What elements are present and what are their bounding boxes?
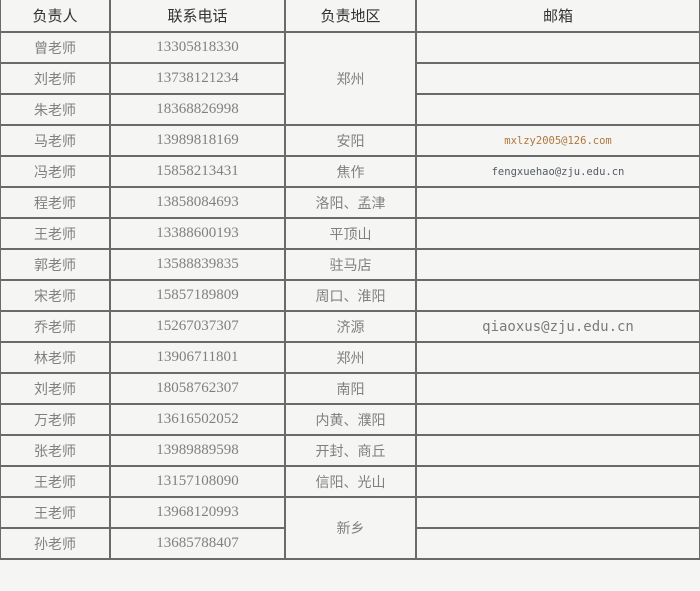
name-cell: 程老师 — [0, 186, 111, 219]
name-cell: 万老师 — [0, 403, 111, 436]
table-row: 万老师 13616502052 内黄、濮阳 — [0, 403, 700, 436]
name-cell: 孙老师 — [0, 527, 111, 560]
table-row: 马老师 13989818169 安阳 mxlzy2005@126.com — [0, 124, 700, 157]
email-cell: mxlzy2005@126.com — [415, 124, 700, 157]
name-cell: 朱老师 — [0, 93, 111, 126]
email-cell — [415, 93, 700, 126]
phone-cell: 13989818169 — [109, 124, 286, 157]
region-cell: 郑州 — [284, 31, 417, 126]
phone-cell: 13685788407 — [109, 527, 286, 560]
email-cell — [415, 465, 700, 498]
email-cell — [415, 186, 700, 219]
email-cell: qiaoxus@zju.edu.cn — [415, 310, 700, 343]
phone-cell: 13989889598 — [109, 434, 286, 467]
region-cell: 新乡 — [284, 496, 417, 560]
name-cell: 张老师 — [0, 434, 111, 467]
phone-cell: 15857189809 — [109, 279, 286, 312]
table-row: 张老师 13989889598 开封、商丘 — [0, 434, 700, 467]
table-row: 林老师 13906711801 郑州 — [0, 341, 700, 374]
contacts-table: 负责人 联系电话 负责地区 邮箱 曾老师 13305818330 郑州 刘老师 1373… — [0, 0, 700, 560]
email-cell — [415, 527, 700, 560]
header-phone: 联系电话 — [109, 0, 286, 33]
region-cell: 安阳 — [284, 124, 417, 157]
region-cell: 信阳、光山 — [284, 465, 417, 498]
name-cell: 王老师 — [0, 496, 111, 529]
phone-cell: 13388600193 — [109, 217, 286, 250]
header-row: 负责人 联系电话 负责地区 邮箱 — [0, 0, 700, 33]
email-cell — [415, 372, 700, 405]
region-cell: 驻马店 — [284, 248, 417, 281]
name-cell: 刘老师 — [0, 372, 111, 405]
phone-cell: 13305818330 — [109, 31, 286, 64]
table-row: 冯老师 15858213431 焦作 fengxuehao@zju.edu.cn — [0, 155, 700, 188]
name-cell: 林老师 — [0, 341, 111, 374]
table-row: 王老师 13388600193 平顶山 — [0, 217, 700, 250]
phone-cell: 13588839835 — [109, 248, 286, 281]
name-cell: 王老师 — [0, 217, 111, 250]
phone-cell: 13906711801 — [109, 341, 286, 374]
table-row: 王老师 13968120993 新乡 — [0, 496, 700, 560]
region-cell: 南阳 — [284, 372, 417, 405]
table-row: 王老师 13157108090 信阳、光山 — [0, 465, 700, 498]
table-row: 刘老师 13738121234 — [0, 62, 700, 95]
region-cell: 洛阳、孟津 — [284, 186, 417, 219]
region-cell: 开封、商丘 — [284, 434, 417, 467]
header-region: 负责地区 — [284, 0, 417, 33]
phone-cell: 13616502052 — [109, 403, 286, 436]
email-cell — [415, 403, 700, 436]
email-cell — [415, 341, 700, 374]
name-cell: 冯老师 — [0, 155, 111, 188]
email-cell — [415, 434, 700, 467]
name-cell: 刘老师 — [0, 62, 111, 95]
phone-cell: 18368826998 — [109, 93, 286, 126]
table-row: 宋老师 15857189809 周口、淮阳 — [0, 279, 700, 312]
phone-cell: 13738121234 — [109, 62, 286, 95]
phone-cell: 15267037307 — [109, 310, 286, 343]
table-row: 乔老师 15267037307 济源 qiaoxus@zju.edu.cn — [0, 310, 700, 343]
name-cell: 乔老师 — [0, 310, 111, 343]
table-row: 曾老师 13305818330 郑州 — [0, 31, 700, 126]
table-row: 郭老师 13588839835 驻马店 — [0, 248, 700, 281]
phone-cell: 13858084693 — [109, 186, 286, 219]
email-cell: fengxuehao@zju.edu.cn — [415, 155, 700, 188]
table-row: 刘老师 18058762307 南阳 — [0, 372, 700, 405]
name-cell: 宋老师 — [0, 279, 111, 312]
email-cell — [415, 248, 700, 281]
table-row: 程老师 13858084693 洛阳、孟津 — [0, 186, 700, 219]
header-email: 邮箱 — [415, 0, 700, 33]
phone-cell: 15858213431 — [109, 155, 286, 188]
email-cell — [415, 496, 700, 529]
region-cell: 济源 — [284, 310, 417, 343]
phone-cell: 13157108090 — [109, 465, 286, 498]
table-row: 孙老师 13685788407 — [0, 527, 700, 560]
name-cell: 郭老师 — [0, 248, 111, 281]
name-cell: 王老师 — [0, 465, 111, 498]
name-cell: 曾老师 — [0, 31, 111, 64]
region-cell: 内黄、濮阳 — [284, 403, 417, 436]
phone-cell: 18058762307 — [109, 372, 286, 405]
name-cell: 马老师 — [0, 124, 111, 157]
region-cell: 焦作 — [284, 155, 417, 188]
email-cell — [415, 217, 700, 250]
region-cell: 周口、淮阳 — [284, 279, 417, 312]
email-cell — [415, 279, 700, 312]
region-cell: 平顶山 — [284, 217, 417, 250]
email-cell — [415, 31, 700, 64]
phone-cell: 13968120993 — [109, 496, 286, 529]
region-cell: 郑州 — [284, 341, 417, 374]
table-row: 朱老师 18368826998 — [0, 93, 700, 126]
header-name: 负责人 — [0, 0, 111, 33]
email-cell — [415, 62, 700, 95]
